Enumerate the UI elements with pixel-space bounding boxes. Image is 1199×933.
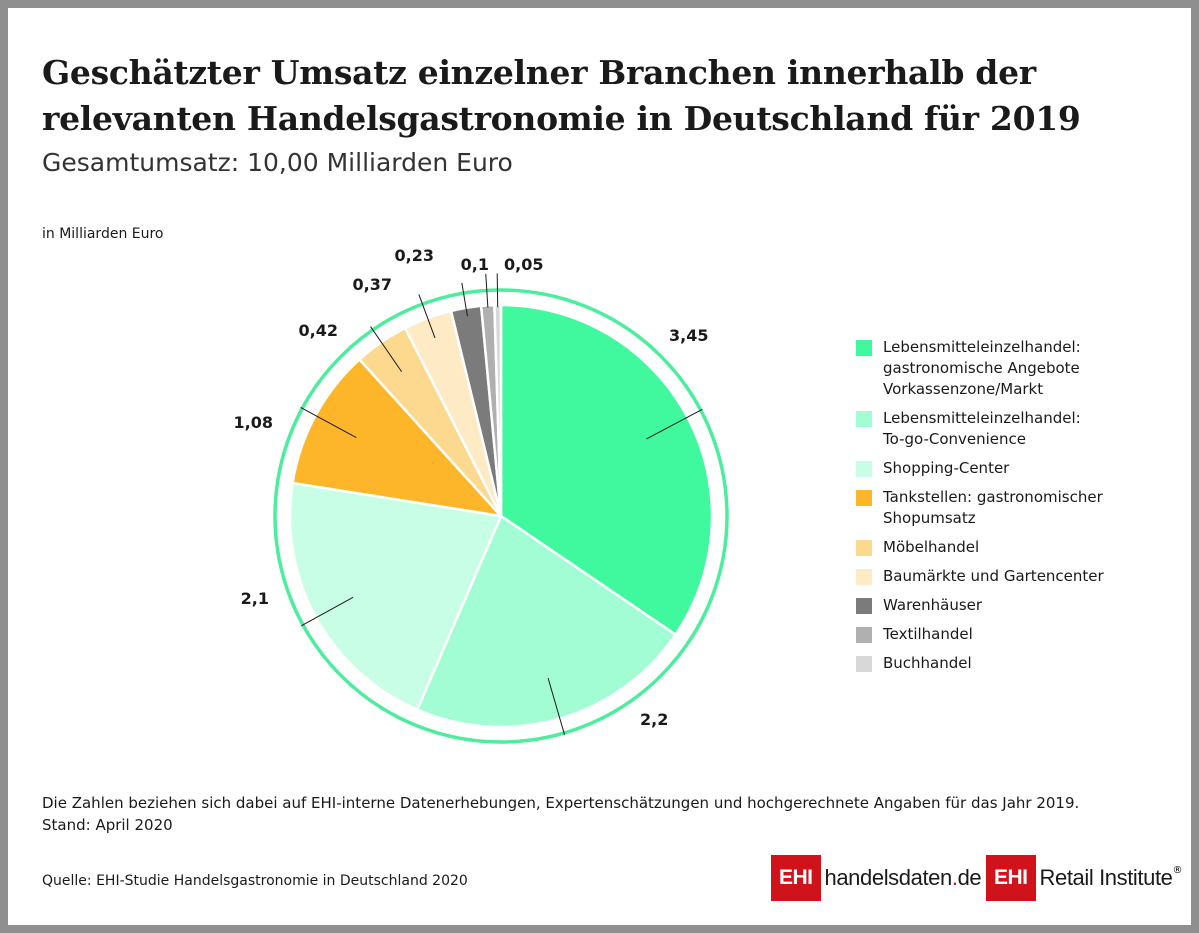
data-label-4: 1,08 bbox=[234, 413, 273, 432]
legend-swatch-7 bbox=[856, 598, 872, 614]
legend-label-2-line-2: To-go-Convenience bbox=[883, 430, 1027, 448]
legend-label-1-line-3: Vorkassenzone/Markt bbox=[883, 380, 1044, 398]
footnote-line-1: Die Zahlen beziehen sich dabei auf EHI-i… bbox=[42, 794, 1080, 812]
leader-line-1 bbox=[646, 408, 703, 440]
legend-label-4-line-2: Shopumsatz bbox=[883, 509, 976, 527]
handelsdaten-name: handelsdaten bbox=[824, 865, 953, 890]
leader-line-6 bbox=[418, 294, 436, 339]
legend-swatch-6 bbox=[856, 569, 872, 585]
ehi-retail-institute-logo[interactable]: EHI Retail Institute ® bbox=[986, 855, 1183, 901]
legend-item-3: Shopping-Center bbox=[856, 458, 1156, 479]
legend-item-1: Lebensmitteleinzelhandel: gastronomische … bbox=[856, 337, 1156, 400]
leader-line-2 bbox=[547, 677, 566, 735]
data-label-5: 0,42 bbox=[299, 321, 338, 340]
legend-label-4-line-1: Tankstellen: gastronomischer bbox=[883, 488, 1103, 506]
legend-item-7: Warenhäuser bbox=[856, 595, 1156, 616]
leader-line-3 bbox=[301, 596, 354, 627]
legend-swatch-4 bbox=[856, 490, 872, 506]
chart-legend: Lebensmitteleinzelhandel: gastronomische … bbox=[856, 337, 1156, 682]
handelsdaten-logo[interactable]: EHI handelsdaten.de bbox=[771, 855, 982, 901]
handelsdaten-dot: . bbox=[951, 865, 958, 890]
data-label-7: 0,23 bbox=[395, 246, 434, 265]
leader-line-8 bbox=[485, 273, 489, 308]
legend-label-5-line-1: Möbelhandel bbox=[883, 538, 980, 556]
legend-swatch-5 bbox=[856, 540, 872, 556]
unit-label: in Milliarden Euro bbox=[42, 226, 164, 242]
footnote-line-2: Stand: April 2020 bbox=[42, 816, 173, 834]
legend-item-9: Buchhandel bbox=[856, 653, 1156, 674]
legend-swatch-9 bbox=[856, 656, 872, 672]
data-label-2: 2,2 bbox=[640, 710, 668, 729]
registered-mark: ® bbox=[1172, 864, 1183, 876]
legend-label-2-line-1: Lebensmitteleinzelhandel: bbox=[883, 409, 1081, 427]
legend-swatch-8 bbox=[856, 627, 872, 643]
data-label-8: 0,1 bbox=[461, 255, 489, 274]
data-label-9: 0,05 bbox=[504, 255, 543, 274]
legend-label-3-line-1: Shopping-Center bbox=[883, 459, 1010, 477]
data-label-6: 0,37 bbox=[353, 275, 392, 294]
legend-item-2: Lebensmitteleinzelhandel: To-go-Convenien… bbox=[856, 408, 1156, 450]
legend-item-8: Textilhandel bbox=[856, 624, 1156, 645]
ehi-logo-box: EHI bbox=[771, 855, 821, 901]
legend-swatch-2 bbox=[856, 411, 872, 427]
data-label-3: 2,1 bbox=[241, 589, 269, 608]
source-note: Quelle: EHI-Studie Handelsgastronomie in… bbox=[42, 873, 468, 889]
leader-line-7 bbox=[461, 282, 468, 317]
legend-label-1-line-1: Lebensmitteleinzelhandel: bbox=[883, 338, 1081, 356]
chart-subtitle: Gesamtumsatz: 10,00 Milliarden Euro bbox=[42, 148, 513, 177]
legend-swatch-3 bbox=[856, 461, 872, 477]
legend-label-1-line-2: gastronomische Angebote bbox=[883, 359, 1080, 377]
title-line-2: relevanten Handelsgastronomie in Deutsch… bbox=[42, 99, 1081, 138]
legend-item-4: Tankstellen: gastronomischer Shopumsatz bbox=[856, 487, 1156, 529]
handelsdaten-logo-text: handelsdaten.de bbox=[825, 865, 982, 891]
legend-item-6: Baumärkte und Gartencenter bbox=[856, 566, 1156, 587]
leader-line-9 bbox=[496, 273, 499, 308]
legend-label-8-line-1: Textilhandel bbox=[883, 625, 973, 643]
legend-swatch-1 bbox=[856, 340, 872, 356]
data-label-1: 3,45 bbox=[669, 326, 708, 345]
footnote: Die Zahlen beziehen sich dabei auf EHI-i… bbox=[42, 792, 1162, 836]
chart-title: Geschätzter Umsatz einzelner Branchen in… bbox=[42, 50, 1142, 142]
legend-label-9-line-1: Buchhandel bbox=[883, 654, 972, 672]
retail-institute-text: Retail Institute bbox=[1039, 865, 1173, 890]
legend-item-5: Möbelhandel bbox=[856, 537, 1156, 558]
legend-label-6-line-1: Baumärkte und Gartencenter bbox=[883, 567, 1104, 585]
legend-label-7-line-1: Warenhäuser bbox=[883, 596, 983, 614]
ehi-logo-box-2: EHI bbox=[986, 855, 1036, 901]
leader-line-5 bbox=[370, 326, 403, 373]
title-line-1: Geschätzter Umsatz einzelner Branchen in… bbox=[42, 53, 1036, 92]
handelsdaten-tld: de bbox=[957, 865, 982, 890]
leader-line-4 bbox=[300, 407, 357, 439]
